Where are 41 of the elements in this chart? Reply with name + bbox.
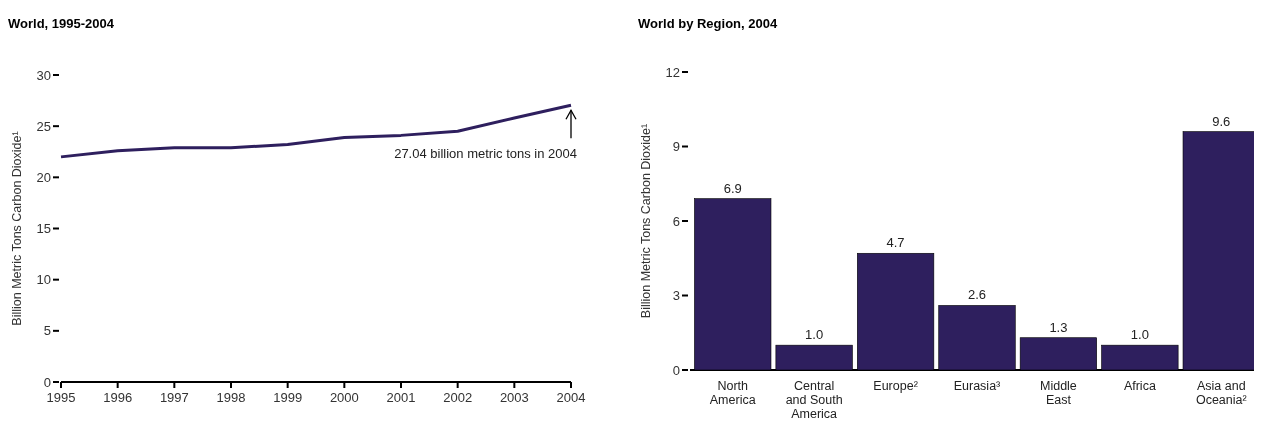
y-tick-label: 30 (36, 67, 51, 83)
chart-title: World by Region, 2004 (638, 16, 778, 31)
x-tick-label: Eurasia³ (953, 379, 1001, 393)
text: 1.0 (1130, 327, 1149, 343)
x-tick-label: Europe² (873, 379, 918, 393)
y-tick-label: 9 (672, 139, 680, 155)
x-tick-label: 2002 (443, 390, 473, 405)
text: 1.0 (805, 327, 824, 343)
text: 1.3 (1049, 319, 1068, 335)
y-tick-label: 10 (36, 272, 51, 288)
y-tick-label: 0 (672, 362, 680, 378)
y-tick-label: 20 (36, 169, 51, 185)
x-tick-label: 1996 (103, 390, 133, 405)
x-tick-label: 2004 (556, 390, 586, 405)
y-tick-label: 5 (43, 323, 51, 339)
y-tick-label: 15 (36, 221, 51, 237)
x-tick-label: 1998 (216, 390, 246, 405)
x-tick-label: 1995 (46, 390, 76, 405)
x-tick-label: Africa (1123, 379, 1156, 393)
x-tick-label: 2000 (329, 390, 359, 405)
text: 2.6 (967, 287, 987, 303)
text: 6.9 (723, 180, 742, 196)
text: 9.6 (1212, 113, 1231, 129)
y-tick-label: 12 (665, 64, 680, 80)
x-tick-label: 2003 (499, 390, 529, 405)
y-tick-label: 0 (43, 374, 51, 390)
x-tick-label: 2001 (386, 390, 416, 405)
x-tick-label: Asia and Oceania² (1195, 379, 1247, 407)
text: 4.7 (886, 235, 905, 251)
chart-title: World, 1995-2004 (8, 16, 115, 31)
y-tick-label: 3 (672, 288, 680, 304)
x-tick-label: Middle East (1040, 379, 1077, 407)
x-tick-label: Central and South America (785, 379, 843, 421)
annotation: 27.04 billion metric tons in 2004 (394, 146, 577, 162)
y-axis-title: Billion Metric Tons Carbon Dioxide¹ (639, 123, 653, 319)
y-tick-label: 25 (36, 118, 51, 134)
y-axis-title: Billion Metric Tons Carbon Dioxide¹ (10, 131, 24, 326)
x-tick-label: 1997 (159, 390, 189, 405)
x-tick-label: North America (709, 379, 756, 407)
x-tick-label: 1999 (273, 390, 303, 405)
y-tick-label: 6 (672, 213, 680, 229)
